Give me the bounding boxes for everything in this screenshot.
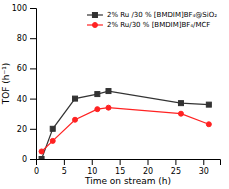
legend-marker [92, 13, 97, 18]
series-line [42, 108, 209, 152]
tick: 5 [62, 159, 67, 176]
y-axis: 0 20 40 60 80 100 [12, 4, 37, 164]
tick: 0 [34, 159, 39, 176]
tick-label: 100 [12, 4, 27, 13]
tick: 0 [22, 155, 36, 164]
point [95, 107, 100, 112]
point [178, 101, 183, 106]
point [73, 117, 78, 122]
tick-mark [148, 159, 149, 165]
chart: 0 5 10 15 20 25 30 0 20 40 60 80 100 Time on stream (… [0, 0, 229, 189]
legend-item: 2% Ru/30 % [BMDIM]BF₄/MCF [87, 21, 210, 29]
series-line [42, 91, 209, 159]
point [106, 105, 111, 110]
tick-mark [30, 8, 36, 9]
tick-label: 15 [115, 167, 125, 176]
legend-marker [92, 23, 97, 28]
tick-mark [203, 159, 204, 165]
tick-mark [175, 159, 176, 165]
point [206, 122, 211, 127]
tick: 80 [17, 34, 36, 43]
tick: 30 [199, 159, 209, 176]
tick: 100 [12, 4, 36, 13]
point [206, 102, 211, 107]
point [50, 138, 55, 143]
tick-label: 80 [17, 34, 27, 43]
tick-label: 40 [17, 95, 27, 104]
axis-line [30, 9, 37, 160]
tick: 20 [143, 159, 153, 176]
tick-label: 30 [199, 167, 209, 176]
tick-label: 20 [17, 125, 27, 134]
tick-mark [30, 68, 36, 69]
point [39, 149, 44, 154]
point [178, 111, 183, 116]
tick-mark [120, 159, 121, 165]
tick-label: 60 [17, 64, 27, 73]
tick-mark [30, 38, 36, 39]
tick-label: 20 [143, 167, 153, 176]
tick: 25 [171, 159, 181, 176]
tick-label: 5 [62, 167, 67, 176]
y-axis-title: TOF (h⁻¹) [1, 63, 11, 106]
legend-label: 2% Ru /30 % [BMDIM]BF₄@SiO₂ [107, 11, 217, 19]
axis-line [37, 160, 221, 166]
legend: 2% Ru /30 % [BMDIM]BF₄@SiO₂ 2% Ru/30 % [B… [87, 11, 217, 29]
tick-label: 10 [87, 167, 97, 176]
tick: 40 [17, 95, 36, 104]
x-axis: 0 5 10 15 20 25 30 [34, 159, 221, 176]
tick-mark [92, 159, 93, 165]
tick: 15 [115, 159, 125, 176]
tick: 60 [17, 64, 36, 73]
x-axis-title: Time on stream (h) [84, 176, 171, 186]
tick-label: 25 [171, 167, 181, 176]
tick-mark [30, 99, 36, 100]
tick-mark [64, 159, 65, 165]
point [106, 89, 111, 94]
point [50, 126, 55, 131]
tick-label: 0 [34, 167, 39, 176]
tick-mark [30, 159, 36, 160]
plot: 0 5 10 15 20 25 30 0 20 40 60 80 100 Time on stream (… [1, 4, 221, 186]
point [95, 92, 100, 97]
tick-label: 0 [22, 155, 27, 164]
tick: 20 [17, 125, 36, 134]
point [73, 96, 78, 101]
point [39, 157, 44, 160]
tick: 10 [87, 159, 97, 176]
legend-label: 2% Ru/30 % [BMDIM]BF₄/MCF [107, 21, 210, 29]
legend-item: 2% Ru /30 % [BMDIM]BF₄@SiO₂ [87, 11, 217, 19]
marks [39, 89, 211, 159]
tick-mark [30, 129, 36, 130]
